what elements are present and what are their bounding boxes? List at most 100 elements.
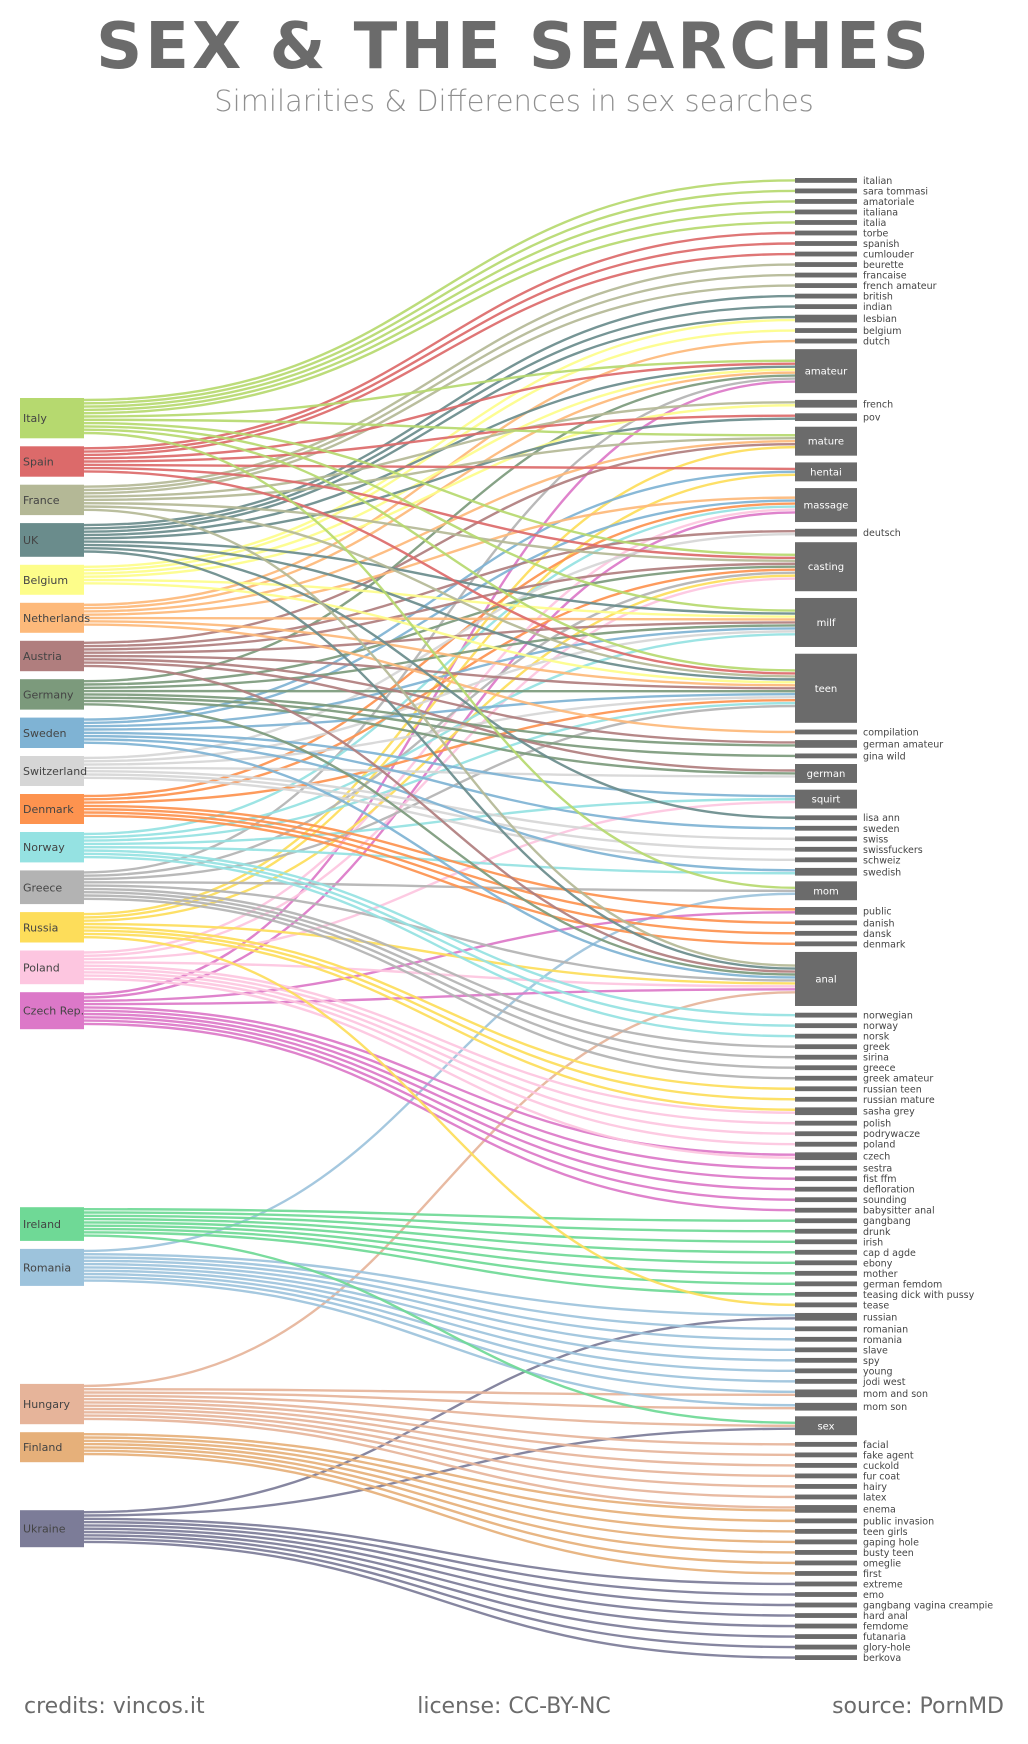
term-node-facial[interactable]: [795, 1441, 857, 1447]
country-node-ireland[interactable]: [20, 1207, 84, 1241]
term-node-polish[interactable]: [795, 1120, 857, 1126]
term-node-public[interactable]: [795, 906, 857, 915]
term-node-norwegian[interactable]: [795, 1012, 857, 1018]
term-node-mom-son[interactable]: [795, 1402, 857, 1411]
term-node-gangbang-vagina-creampie[interactable]: [795, 1602, 857, 1608]
term-node-tease[interactable]: [795, 1302, 857, 1308]
term-node-norway[interactable]: [795, 1023, 857, 1029]
term-node-gaping-hole[interactable]: [795, 1539, 857, 1545]
term-node-jodi-west[interactable]: [795, 1378, 857, 1384]
term-node-enema[interactable]: [795, 1505, 857, 1513]
term-node-russian-mature[interactable]: [795, 1096, 857, 1102]
term-node-french[interactable]: [795, 399, 857, 408]
term-node-amatoriale[interactable]: [795, 199, 857, 204]
term-node-russian-teen[interactable]: [795, 1086, 857, 1092]
term-node-mom-and-son[interactable]: [795, 1389, 857, 1398]
term-node-first[interactable]: [795, 1571, 857, 1576]
term-node-denmark[interactable]: [795, 941, 857, 947]
term-node-femdome[interactable]: [795, 1623, 857, 1629]
country-node-czech-rep[interactable]: [20, 992, 84, 1030]
term-node-ebony[interactable]: [795, 1260, 857, 1266]
term-node-cumlouder[interactable]: [795, 251, 857, 257]
country-node-netherlands[interactable]: [20, 602, 84, 633]
term-node-teen[interactable]: [795, 653, 857, 723]
term-node-russian[interactable]: [795, 1312, 857, 1321]
term-node-mother[interactable]: [795, 1270, 857, 1276]
term-node-emo[interactable]: [795, 1592, 857, 1597]
country-node-belgium[interactable]: [20, 564, 84, 595]
term-node-drunk[interactable]: [795, 1228, 857, 1234]
term-node-extreme[interactable]: [795, 1581, 857, 1587]
term-node-slave[interactable]: [795, 1347, 857, 1353]
term-node-greek[interactable]: [795, 1044, 857, 1050]
term-node-busty-teen[interactable]: [795, 1550, 857, 1555]
term-node-deutsch[interactable]: [795, 528, 857, 537]
term-node-lesbian[interactable]: [795, 314, 857, 323]
term-node-czech[interactable]: [795, 1152, 857, 1161]
term-node-futanaria[interactable]: [795, 1634, 857, 1639]
country-node-sweden[interactable]: [20, 717, 84, 748]
term-node-greece[interactable]: [795, 1065, 857, 1071]
term-node-compilation[interactable]: [795, 729, 857, 735]
term-node-sestra[interactable]: [795, 1165, 857, 1171]
term-node-spy[interactable]: [795, 1357, 857, 1363]
term-node-fur-coat[interactable]: [795, 1473, 857, 1479]
term-node-latex[interactable]: [795, 1494, 857, 1500]
term-node-dansk[interactable]: [795, 930, 857, 936]
country-node-spain[interactable]: [20, 446, 84, 477]
term-node-sweden[interactable]: [795, 825, 857, 831]
term-node-sex[interactable]: [795, 1416, 857, 1436]
country-node-norway[interactable]: [20, 832, 84, 863]
term-node-babysitter-anal[interactable]: [795, 1207, 857, 1213]
term-node-lisa-ann[interactable]: [795, 815, 857, 821]
term-node-anal[interactable]: [795, 951, 857, 1006]
country-node-finland[interactable]: [20, 1432, 84, 1463]
term-node-torbe[interactable]: [795, 230, 857, 236]
term-node-sounding[interactable]: [795, 1197, 857, 1203]
term-node-massage[interactable]: [795, 488, 857, 523]
term-node-german-femdom[interactable]: [795, 1281, 857, 1287]
term-node-fist-ffm[interactable]: [795, 1176, 857, 1182]
term-node-indian[interactable]: [795, 304, 857, 310]
country-node-austria[interactable]: [20, 640, 84, 672]
term-node-young[interactable]: [795, 1368, 857, 1374]
term-node-italia[interactable]: [795, 220, 857, 225]
term-node-french-amateur[interactable]: [795, 283, 857, 288]
term-node-casting[interactable]: [795, 542, 857, 592]
term-node-pov[interactable]: [795, 413, 857, 422]
term-node-schweiz[interactable]: [795, 857, 857, 863]
term-node-german[interactable]: [795, 764, 857, 783]
term-node-dutch[interactable]: [795, 338, 857, 344]
term-node-german-amateur[interactable]: [795, 740, 857, 748]
term-node-greek-amateur[interactable]: [795, 1075, 857, 1081]
term-node-spanish[interactable]: [795, 241, 857, 246]
term-node-sasha-grey[interactable]: [795, 1107, 857, 1116]
country-node-romania[interactable]: [20, 1248, 84, 1286]
term-node-omeglie[interactable]: [795, 1560, 857, 1566]
term-node-sirina[interactable]: [795, 1054, 857, 1060]
term-node-beurette[interactable]: [795, 262, 857, 267]
term-node-swiss[interactable]: [795, 836, 857, 842]
term-node-fake-agent[interactable]: [795, 1452, 857, 1458]
term-node-berkova[interactable]: [795, 1655, 857, 1660]
term-node-gina-wild[interactable]: [795, 753, 857, 759]
term-node-hairy[interactable]: [795, 1484, 857, 1489]
term-node-glory-hole[interactable]: [795, 1644, 857, 1650]
country-node-hungary[interactable]: [20, 1383, 84, 1425]
term-node-british[interactable]: [795, 293, 857, 299]
country-node-germany[interactable]: [20, 679, 84, 710]
country-node-poland[interactable]: [20, 950, 84, 985]
term-node-cuckold[interactable]: [795, 1462, 857, 1468]
term-node-squirt[interactable]: [795, 789, 857, 809]
term-node-public-invasion[interactable]: [795, 1518, 857, 1524]
term-node-sara-tommasi[interactable]: [795, 188, 857, 194]
term-node-cap-d-agde[interactable]: [795, 1249, 857, 1255]
term-node-belgium[interactable]: [795, 328, 857, 333]
term-node-swissfuckers[interactable]: [795, 846, 857, 852]
country-node-denmark[interactable]: [20, 794, 84, 824]
term-node-swedish[interactable]: [795, 867, 857, 876]
term-node-mom[interactable]: [795, 881, 857, 901]
term-node-teen-girls[interactable]: [795, 1528, 857, 1534]
term-node-romania[interactable]: [795, 1336, 857, 1342]
term-node-romanian[interactable]: [795, 1326, 857, 1332]
